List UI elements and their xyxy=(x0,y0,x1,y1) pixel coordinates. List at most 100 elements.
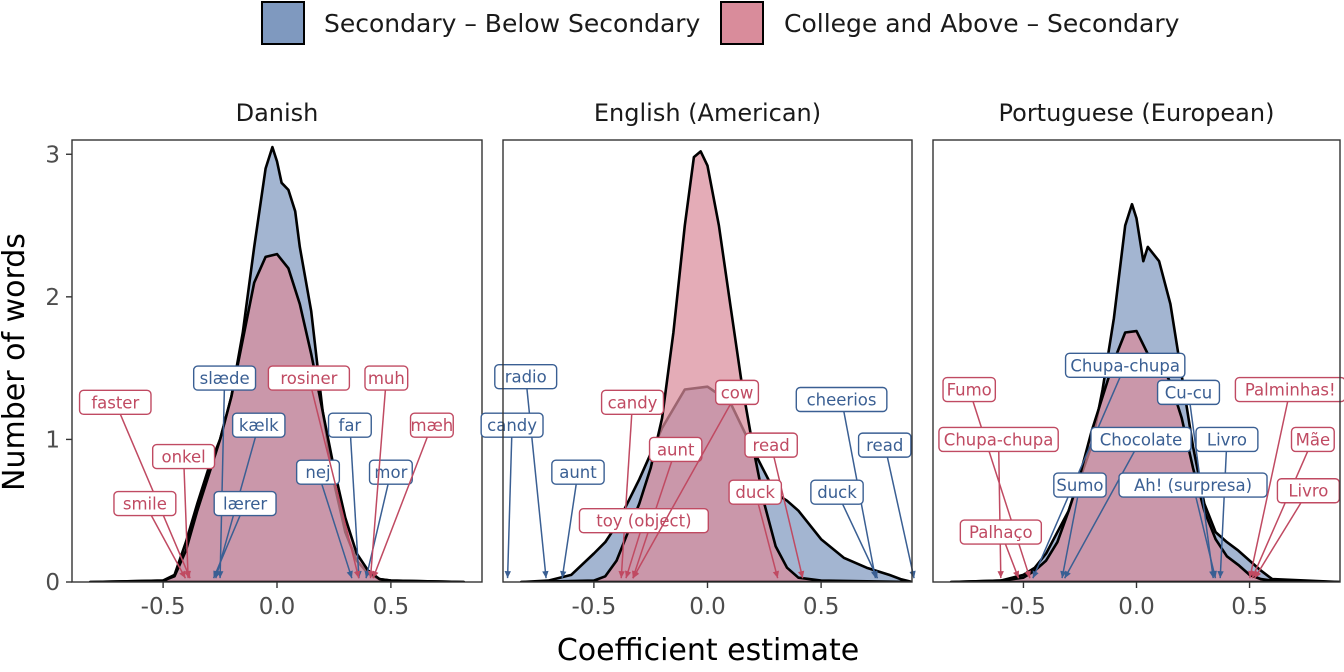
annotation-box xyxy=(810,479,864,505)
annotation-leader xyxy=(1061,496,1079,579)
annotation-leader xyxy=(1253,502,1302,579)
y-tick-label: 2 xyxy=(45,285,60,311)
annotation-leader xyxy=(365,484,389,579)
x-axis-label: Coefficient estimate xyxy=(557,633,859,668)
annotation-leader xyxy=(773,456,804,579)
facet-3: Portuguese (European) Chupa-chupa Cu-cu Cho… xyxy=(932,99,1344,620)
annotation-box xyxy=(1195,426,1259,453)
annotation-box xyxy=(959,519,1043,545)
facet-title: Danish xyxy=(236,99,319,127)
annotation-leader xyxy=(886,456,915,579)
annotation-label: mor xyxy=(374,463,407,482)
annotation-arrowhead xyxy=(504,571,511,579)
annotation-arrowhead xyxy=(1032,570,1039,579)
x-tick-label: 0.0 xyxy=(1118,594,1155,620)
annotation-label: candy xyxy=(487,416,537,435)
annotation-leader xyxy=(372,436,428,579)
annotation-leader xyxy=(321,483,353,579)
facet-title: Portuguese (European) xyxy=(999,99,1275,127)
annotation-box xyxy=(1090,426,1192,453)
word-annotation: read xyxy=(857,432,916,579)
annotation-label: Chupa-chupa xyxy=(944,430,1054,449)
word-annotation: faster xyxy=(78,389,191,579)
x-tick-label: 0.0 xyxy=(259,594,296,620)
annotation-box xyxy=(648,436,703,463)
annotation-arrowhead xyxy=(1060,570,1067,579)
word-annotation: Sumo xyxy=(1053,472,1107,579)
annotation-label: duck xyxy=(735,483,775,502)
word-annotation: Livro xyxy=(1253,478,1340,579)
annotation-leader xyxy=(632,404,731,579)
annotation-leader xyxy=(1195,496,1217,579)
annotation-arrowhead xyxy=(625,570,632,579)
word-annotation: kælk xyxy=(214,412,286,579)
annotation-box xyxy=(113,490,177,517)
facet-2: English (American) radio candy aunt cheerios… xyxy=(480,99,916,620)
annotation-box xyxy=(714,379,760,406)
annotation-leader xyxy=(219,390,226,579)
annotation-box xyxy=(942,376,997,403)
annotation-arrowhead xyxy=(1064,570,1071,579)
legend: Secondary – Below Secondary College and … xyxy=(261,1,1180,45)
annotation-box xyxy=(1276,478,1340,504)
annotation-label: slæde xyxy=(200,369,250,388)
word-annotation: cheerios xyxy=(795,386,888,579)
annotation-label: cheerios xyxy=(807,390,877,409)
annotation-label: muh xyxy=(368,369,405,388)
word-annotation: slæde xyxy=(192,365,257,579)
plot-area xyxy=(88,145,466,582)
word-annotation: candy xyxy=(600,389,665,579)
word-annotation: muh xyxy=(364,365,409,579)
annotation-box xyxy=(1234,376,1344,403)
annotation-box xyxy=(494,363,558,390)
annotation-box xyxy=(600,389,665,416)
annotation-label: Fumo xyxy=(947,381,992,400)
annotation-arrowhead xyxy=(353,570,361,579)
annotation-leader xyxy=(349,437,360,579)
annotation-label: Livro xyxy=(1288,482,1328,501)
annotation-label: Livro xyxy=(1207,430,1247,449)
annotation-label: duck xyxy=(817,483,857,502)
annotation-arrowhead xyxy=(1217,571,1224,579)
annotation-arrowhead xyxy=(1024,570,1031,579)
annotation-box xyxy=(578,507,709,534)
annotation-arrowhead xyxy=(633,570,640,579)
annotation-arrowhead xyxy=(184,571,192,579)
word-annotation: read xyxy=(744,432,805,579)
annotation-box xyxy=(231,412,286,438)
annotation-box xyxy=(409,412,454,438)
annotation-box xyxy=(480,412,544,438)
annotation-label: Mãe xyxy=(1296,430,1331,449)
annotation-box xyxy=(1156,379,1221,406)
annotation-label: kælk xyxy=(239,416,279,435)
word-annotation: Chupa-chupa xyxy=(938,426,1059,579)
annotation-label: Palhaço xyxy=(969,523,1033,542)
word-annotation: Palminhas! xyxy=(1234,376,1344,579)
legend-label-secondary-below: Secondary – Below Secondary xyxy=(324,9,701,38)
annotation-label: Chupa-chupa xyxy=(1070,356,1180,375)
legend-swatch-college-secondary xyxy=(720,1,764,45)
annotation-box xyxy=(857,432,912,458)
annotation-leader xyxy=(841,503,879,579)
word-annotation: aunt xyxy=(551,459,605,579)
annotation-leader xyxy=(1251,451,1309,579)
word-annotation: Livro xyxy=(1195,426,1259,579)
annotation-box xyxy=(213,490,277,517)
annotation-leader xyxy=(625,532,641,579)
word-annotation: Ah! (surpresa) xyxy=(1118,472,1268,579)
annotation-box xyxy=(551,459,605,485)
annotation-arrowhead xyxy=(372,570,379,579)
annotation-leader xyxy=(998,451,1002,579)
word-annotation: mæh xyxy=(372,412,454,579)
word-annotation: toy (object) xyxy=(578,507,709,579)
annotation-arrowhead xyxy=(179,570,186,579)
annotation-label: toy (object) xyxy=(596,512,691,531)
annotation-leader xyxy=(311,389,360,579)
annotation-label: Chocolate xyxy=(1100,430,1183,449)
word-annotation: lærer xyxy=(212,490,277,579)
annotation-leader xyxy=(183,468,189,579)
annotation-arrowhead xyxy=(1013,570,1020,579)
y-axis-label: Number of words xyxy=(0,233,32,491)
annotation-box xyxy=(364,365,409,391)
